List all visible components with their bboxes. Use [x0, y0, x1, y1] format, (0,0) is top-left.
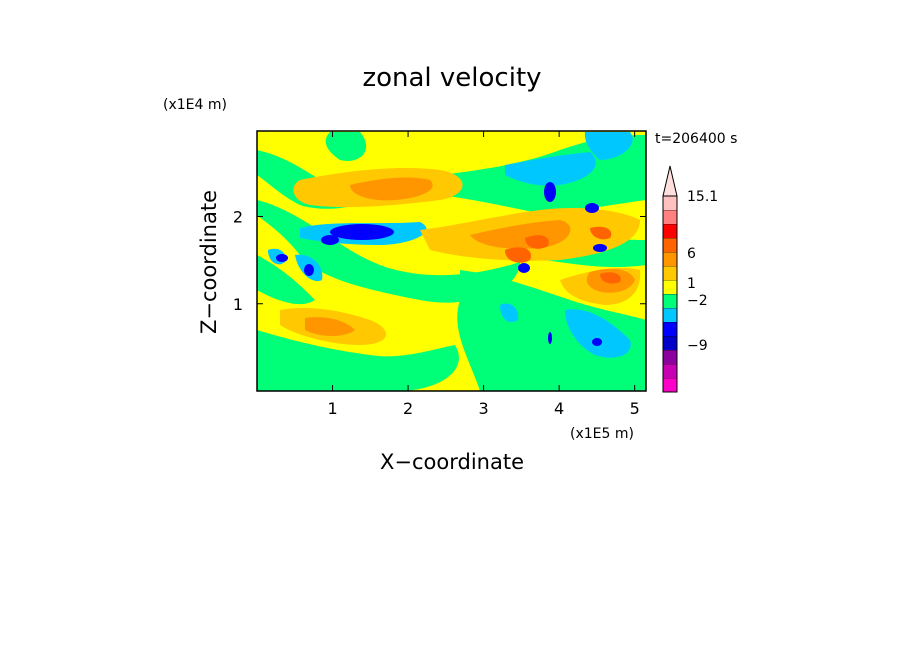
colorbar-label: −2	[687, 293, 708, 309]
green-contours	[257, 132, 646, 391]
colorbar-label: 6	[687, 246, 696, 262]
y-tick-label: 1	[233, 295, 243, 314]
colorbar-level	[663, 336, 677, 350]
colorbar-level	[663, 308, 677, 322]
y-unit-label: (x1E4 m)	[163, 97, 227, 113]
x-tick-label: 5	[630, 399, 640, 418]
x-tick-label: 3	[479, 399, 489, 418]
x-axis: 1 2 3 4 5	[327, 131, 640, 418]
colorbar-level	[663, 224, 677, 238]
colorbar-level	[663, 210, 677, 224]
dark-orange-contours	[505, 226, 621, 284]
colorbar-label: 1	[687, 276, 696, 292]
colorbar-level	[663, 196, 677, 210]
colorbar-top-arrow	[662, 165, 678, 197]
colorbar-level	[663, 252, 677, 266]
y-axis-title: Z−coordinate	[197, 190, 221, 334]
x-axis-title: X−coordinate	[380, 450, 524, 474]
colorbar-frame	[662, 195, 678, 393]
chart-title: zonal velocity	[362, 63, 541, 93]
colorbar-level	[663, 280, 677, 294]
y-axis: 12	[233, 208, 646, 314]
colorbar-level	[663, 294, 677, 308]
colorbar-level	[663, 322, 677, 336]
time-label: t=206400 s	[655, 131, 737, 147]
colorbar-label: 15.1	[687, 189, 718, 205]
x-tick-label: 4	[554, 399, 564, 418]
x-unit-label: (x1E5 m)	[570, 426, 634, 442]
y-tick-label: 2	[233, 208, 243, 227]
colorbar-level	[663, 350, 677, 364]
contour-field	[257, 131, 646, 391]
blue-contours	[276, 182, 607, 346]
colorbar-label: −9	[687, 338, 708, 354]
colorbar-level	[663, 266, 677, 280]
x-tick-label: 1	[327, 399, 337, 418]
plot-frame	[256, 130, 647, 392]
colorbar-level	[663, 378, 677, 392]
colorbar-level	[663, 238, 677, 252]
colorbar-level	[663, 364, 677, 378]
x-tick-label: 2	[403, 399, 413, 418]
colorbar: 15.1 6 1−2 −9	[662, 165, 718, 393]
